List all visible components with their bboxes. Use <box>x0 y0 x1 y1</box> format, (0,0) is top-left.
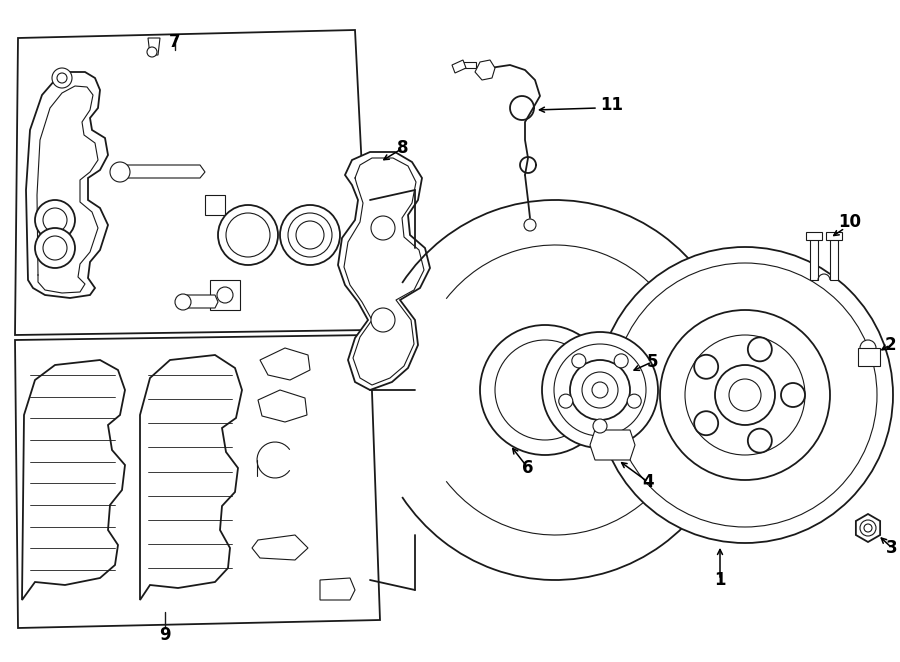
Circle shape <box>627 394 641 408</box>
Circle shape <box>597 247 893 543</box>
Polygon shape <box>475 60 495 80</box>
Text: 9: 9 <box>159 626 171 644</box>
Text: 6: 6 <box>522 459 534 477</box>
Circle shape <box>572 354 586 368</box>
Text: 4: 4 <box>643 473 653 491</box>
Text: 1: 1 <box>715 571 725 589</box>
Circle shape <box>748 338 772 361</box>
Polygon shape <box>210 280 240 310</box>
Text: 11: 11 <box>600 96 623 114</box>
Circle shape <box>110 162 130 182</box>
Circle shape <box>147 47 157 57</box>
Text: 10: 10 <box>839 213 861 231</box>
Text: 2: 2 <box>884 336 896 354</box>
Polygon shape <box>858 348 880 366</box>
Circle shape <box>554 344 646 436</box>
Circle shape <box>280 205 340 265</box>
Circle shape <box>480 325 610 455</box>
Polygon shape <box>205 195 225 215</box>
Circle shape <box>218 205 278 265</box>
Circle shape <box>582 372 618 408</box>
Polygon shape <box>22 360 125 600</box>
Circle shape <box>35 200 75 240</box>
Circle shape <box>694 355 718 379</box>
Circle shape <box>614 354 628 368</box>
Circle shape <box>524 219 536 231</box>
Circle shape <box>43 236 67 260</box>
Polygon shape <box>810 238 818 280</box>
Circle shape <box>860 520 876 536</box>
Polygon shape <box>115 165 205 178</box>
Circle shape <box>694 411 718 435</box>
Polygon shape <box>590 430 635 460</box>
Circle shape <box>495 340 595 440</box>
Circle shape <box>371 308 395 332</box>
Circle shape <box>715 365 775 425</box>
Text: 8: 8 <box>397 139 409 157</box>
Circle shape <box>57 73 67 83</box>
Circle shape <box>542 332 658 448</box>
Circle shape <box>781 383 805 407</box>
Polygon shape <box>15 30 370 335</box>
Circle shape <box>296 221 324 249</box>
Circle shape <box>860 340 876 356</box>
Polygon shape <box>180 295 218 308</box>
Circle shape <box>660 310 830 480</box>
Circle shape <box>864 524 872 532</box>
Polygon shape <box>826 232 842 240</box>
Text: 3: 3 <box>886 539 898 557</box>
Circle shape <box>685 335 805 455</box>
Polygon shape <box>462 62 476 68</box>
Circle shape <box>748 429 772 453</box>
Circle shape <box>288 213 332 257</box>
Circle shape <box>570 360 630 420</box>
Polygon shape <box>252 535 308 560</box>
Circle shape <box>593 419 607 433</box>
Polygon shape <box>338 152 430 390</box>
Polygon shape <box>320 578 355 600</box>
Circle shape <box>371 216 395 240</box>
Polygon shape <box>148 38 160 55</box>
Circle shape <box>226 213 270 257</box>
Circle shape <box>217 287 233 303</box>
Polygon shape <box>452 60 466 73</box>
Circle shape <box>175 294 191 310</box>
Polygon shape <box>258 390 307 422</box>
Polygon shape <box>26 72 108 298</box>
Text: 7: 7 <box>169 33 181 51</box>
Polygon shape <box>856 514 880 542</box>
Circle shape <box>613 263 877 527</box>
Circle shape <box>52 68 72 88</box>
Circle shape <box>35 228 75 268</box>
Circle shape <box>559 394 572 408</box>
Circle shape <box>592 382 608 398</box>
Circle shape <box>43 208 67 232</box>
Polygon shape <box>830 238 838 280</box>
Circle shape <box>729 379 761 411</box>
Polygon shape <box>15 335 380 628</box>
Text: 5: 5 <box>646 353 658 371</box>
Polygon shape <box>806 232 822 240</box>
Polygon shape <box>260 348 310 380</box>
Polygon shape <box>140 355 242 600</box>
